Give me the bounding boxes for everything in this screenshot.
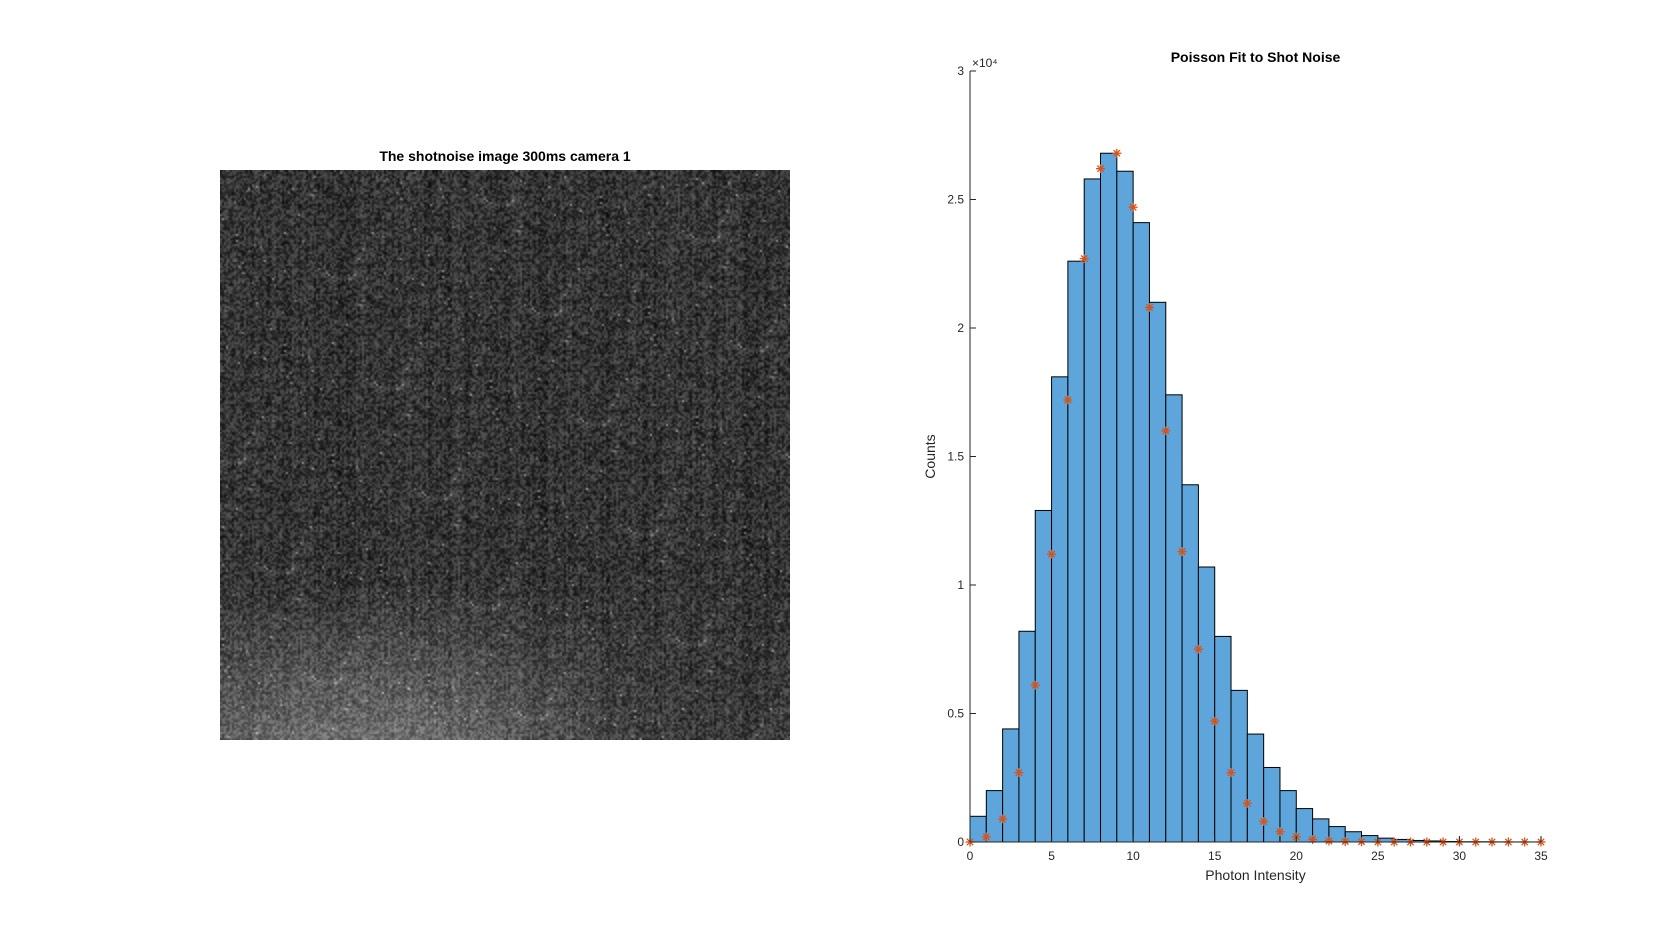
x-tick-label: 35: [1534, 849, 1548, 863]
histogram-bar: [1002, 728, 1020, 843]
fit-marker: [1193, 644, 1203, 654]
fit-marker: [1047, 549, 1057, 559]
histogram-bar: [1230, 689, 1248, 843]
x-tick-label: 0: [967, 849, 974, 863]
fit-marker: [998, 814, 1008, 824]
y-tick-label: 3: [957, 64, 964, 78]
fit-marker: [1144, 302, 1154, 312]
fit-marker: [1324, 836, 1334, 846]
fit-marker: [1275, 827, 1285, 837]
histogram-bar: [1214, 635, 1232, 843]
fit-marker: [1030, 680, 1040, 690]
histogram-bar: [1344, 831, 1363, 843]
histogram-bar: [969, 815, 987, 843]
x-tick-label: 10: [1126, 849, 1140, 863]
x-axis-label: Photon Intensity: [1205, 867, 1305, 883]
x-tick-label: 5: [1048, 849, 1055, 863]
shotnoise-canvas: [220, 170, 790, 740]
fit-marker: [1210, 716, 1220, 726]
histogram-bar: [1100, 152, 1118, 843]
y-tick-label: 2.5: [947, 193, 964, 207]
shotnoise-image: [220, 170, 790, 740]
fit-marker: [1128, 202, 1138, 212]
histogram-bar: [1263, 766, 1281, 843]
y-exponent-label: ×10⁴: [972, 56, 998, 70]
y-tick-label: 2: [957, 321, 964, 335]
histogram-bar: [1083, 178, 1102, 843]
histogram-bar: [1148, 301, 1167, 843]
x-tick-label: 15: [1208, 849, 1222, 863]
fit-marker: [1014, 768, 1024, 778]
histogram-bar: [1246, 733, 1265, 843]
histogram-bar: [1197, 566, 1216, 843]
y-tick-label: 1.5: [947, 450, 964, 464]
histogram-bar: [1018, 630, 1036, 843]
histogram-bar: [1116, 170, 1134, 843]
image-title: The shotnoise image 300ms camera 1: [379, 148, 631, 164]
x-tick-label: 25: [1371, 849, 1385, 863]
fit-marker: [1226, 768, 1236, 778]
chart-ticks: 0 5 10 15 20 25 30 35 0 0.5 1 1.5 2 2.5 3: [947, 64, 1548, 863]
y-tick-label: 0.5: [947, 707, 964, 721]
chart-title: Poisson Fit to Shot Noise: [1170, 49, 1341, 65]
histogram-bar: [1181, 484, 1199, 843]
x-tick-label: 20: [1290, 849, 1304, 863]
fit-marker: [1242, 798, 1252, 808]
y-tick-label: 0: [957, 835, 964, 849]
fit-marker: [1161, 426, 1171, 436]
histogram-bar: [1165, 394, 1183, 843]
fit-marker: [1340, 836, 1350, 846]
fit-marker: [1259, 816, 1269, 826]
x-tick-label: 30: [1453, 849, 1467, 863]
y-tick-label: 1: [957, 578, 964, 592]
y-axis-label: Counts: [922, 434, 938, 478]
fit-marker: [1079, 254, 1089, 264]
histogram-bar: [1051, 376, 1069, 843]
histogram-bar: [1034, 509, 1053, 843]
fit-marker: [1177, 547, 1187, 557]
fit-marker: [1096, 164, 1106, 174]
fit-marker: [981, 832, 991, 842]
histogram-bars: [969, 152, 1542, 843]
histogram-bar: [1132, 222, 1150, 843]
fit-marker: [1112, 148, 1122, 158]
histogram-bar: [1067, 260, 1085, 843]
fit-marker: [1063, 395, 1073, 405]
